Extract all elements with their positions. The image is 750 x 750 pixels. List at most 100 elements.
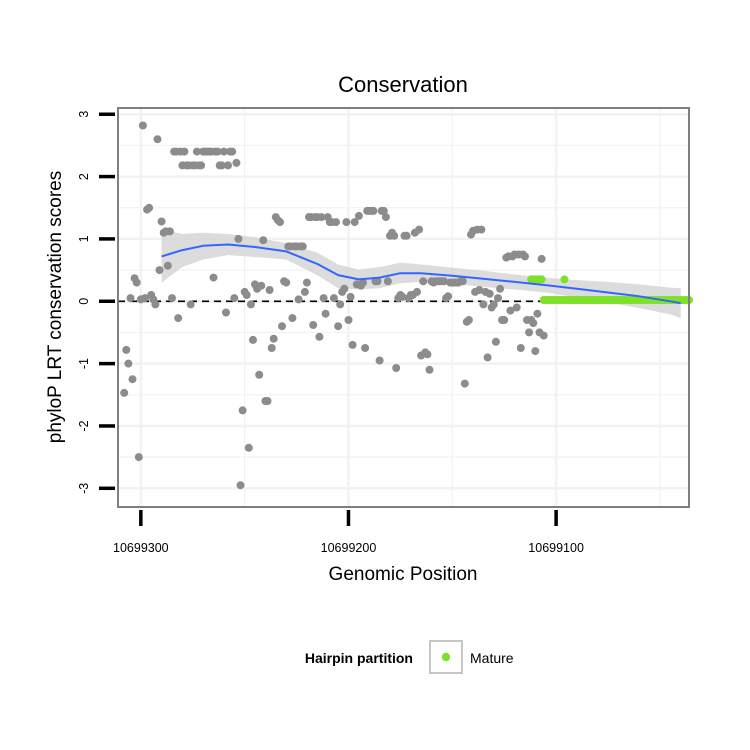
data-point xyxy=(192,147,201,156)
data-point xyxy=(300,287,309,296)
data-point xyxy=(132,278,141,287)
x-tick-label: 10699200 xyxy=(321,541,377,555)
data-point xyxy=(197,161,206,170)
data-point xyxy=(539,331,548,340)
data-point xyxy=(124,359,133,368)
data-point xyxy=(344,316,353,324)
data-point xyxy=(249,335,257,344)
data-point xyxy=(483,353,492,362)
data-point xyxy=(419,277,428,286)
data-point xyxy=(521,252,529,261)
legend: Hairpin partition Mature xyxy=(305,640,514,674)
data-point xyxy=(180,147,189,156)
data-point xyxy=(423,350,432,359)
data-point xyxy=(321,309,330,318)
data-point xyxy=(489,300,498,309)
points-layer xyxy=(120,121,693,490)
plot-panel-border xyxy=(117,107,690,508)
data-point xyxy=(278,322,286,331)
data-point xyxy=(282,278,291,287)
data-point xyxy=(479,300,488,309)
data-point xyxy=(151,300,160,309)
data-point xyxy=(525,328,534,337)
data-point xyxy=(138,121,147,130)
data-point xyxy=(168,294,176,303)
smooth-line xyxy=(161,243,681,305)
data-point xyxy=(155,266,164,275)
data-point xyxy=(332,218,340,227)
data-point xyxy=(317,213,326,222)
data-point xyxy=(236,481,245,490)
data-point xyxy=(228,147,237,156)
data-point xyxy=(494,294,502,303)
data-point xyxy=(440,277,448,286)
data-point xyxy=(315,332,324,341)
data-point xyxy=(336,300,345,309)
data-point xyxy=(537,254,546,263)
data-point xyxy=(383,277,392,286)
data-point xyxy=(533,309,542,318)
y-tick-label: 2 xyxy=(77,173,91,180)
data-point xyxy=(512,303,521,312)
data-point xyxy=(234,234,243,243)
data-point xyxy=(263,397,272,405)
data-point xyxy=(174,314,183,323)
x-tick-label: 10699100 xyxy=(528,541,584,555)
data-point xyxy=(267,344,276,352)
data-point xyxy=(259,236,268,245)
data-point xyxy=(485,289,494,298)
y-tick-label: -3 xyxy=(77,483,91,494)
data-point xyxy=(126,294,135,303)
data-point xyxy=(425,365,434,374)
y-tick-label: 0 xyxy=(77,298,91,305)
data-point xyxy=(242,291,251,299)
data-point xyxy=(369,206,378,215)
data-point xyxy=(209,273,218,282)
data-point xyxy=(413,287,421,296)
data-point xyxy=(134,453,143,462)
data-point xyxy=(122,345,131,354)
y-tick-label: 1 xyxy=(77,235,91,242)
data-point xyxy=(458,277,467,286)
data-point xyxy=(531,347,540,356)
data-point xyxy=(269,334,278,343)
data-point xyxy=(294,295,303,304)
data-point xyxy=(145,203,154,212)
data-point xyxy=(444,292,453,301)
y-tick-label: -1 xyxy=(77,358,91,369)
data-point xyxy=(381,213,390,222)
data-point xyxy=(224,161,232,170)
data-point xyxy=(120,388,129,397)
gridlines xyxy=(118,108,689,507)
data-point xyxy=(398,292,407,301)
data-point xyxy=(238,406,247,415)
data-point xyxy=(165,227,174,236)
y-axis-title: phyloP LRT conservation scores xyxy=(45,171,66,444)
data-point xyxy=(346,292,355,301)
data-point xyxy=(390,231,399,240)
data-point xyxy=(298,242,307,251)
chart-title: Conservation xyxy=(338,72,468,97)
data-point xyxy=(402,231,411,240)
y-tick-label: -2 xyxy=(77,420,91,431)
legend-key-mature-dot xyxy=(441,652,451,662)
data-point xyxy=(359,278,367,287)
data-point xyxy=(141,294,149,303)
data-point xyxy=(348,340,357,349)
data-point xyxy=(309,321,318,329)
data-point xyxy=(350,218,359,227)
data-point xyxy=(257,281,266,290)
data-point xyxy=(506,306,515,315)
mature-point xyxy=(560,275,569,284)
smooth-line-layer xyxy=(161,243,681,305)
data-point xyxy=(213,147,222,156)
data-point xyxy=(354,211,363,220)
data-point xyxy=(186,300,195,309)
data-point xyxy=(265,286,274,294)
data-point xyxy=(500,316,509,324)
x-axis-title: Genomic Position xyxy=(329,564,478,585)
data-point xyxy=(276,218,284,227)
data-point xyxy=(288,314,297,323)
data-point xyxy=(232,158,241,167)
